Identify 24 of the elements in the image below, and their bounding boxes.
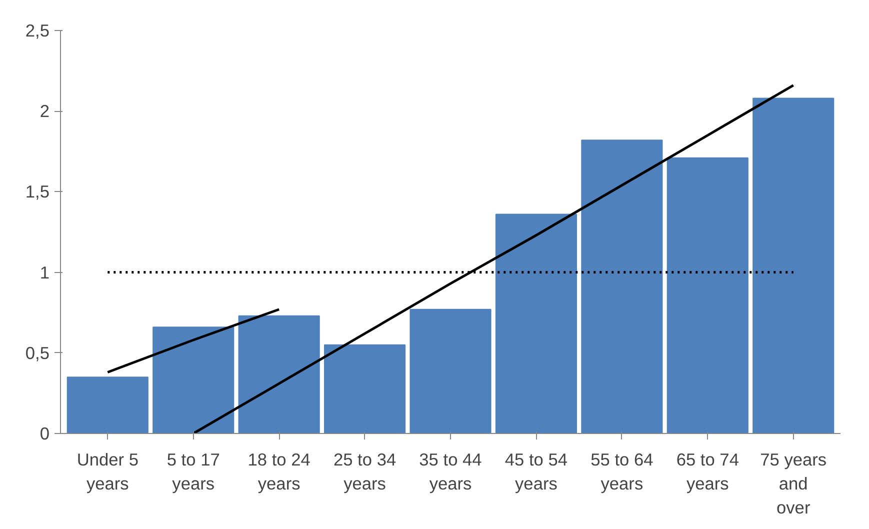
- y-tick-label: 0,5: [25, 342, 50, 363]
- x-tick-label: 18 to 24 years: [248, 450, 311, 494]
- bar: [238, 315, 320, 434]
- y-tick-label: 2,5: [25, 20, 50, 40]
- bar: [152, 326, 234, 434]
- x-tick-label: 55 to 64 years: [590, 450, 654, 494]
- y-tick-label: 2: [40, 101, 50, 122]
- y-tick-label: 1: [40, 262, 50, 282]
- x-tick-label: 65 to 74 years: [676, 450, 740, 494]
- x-tick-label: 45 to 54 years: [504, 450, 568, 494]
- bar: [66, 376, 148, 434]
- bar: [666, 157, 748, 434]
- bar: [581, 140, 663, 434]
- bar: [324, 344, 406, 434]
- x-tick-label: 35 to 44 years: [419, 450, 482, 494]
- x-tick-label: 75 years and over: [760, 450, 827, 518]
- bar: [410, 308, 492, 434]
- bar: [752, 98, 834, 434]
- y-tick-label: 0: [40, 424, 50, 444]
- x-tick-label: Under 5 years: [76, 450, 138, 494]
- x-tick-label: 5 to 17 years: [166, 450, 220, 494]
- bar: [495, 214, 577, 434]
- y-tick-label: 1,5: [25, 182, 50, 202]
- x-tick-label: 25 to 34 years: [333, 450, 396, 494]
